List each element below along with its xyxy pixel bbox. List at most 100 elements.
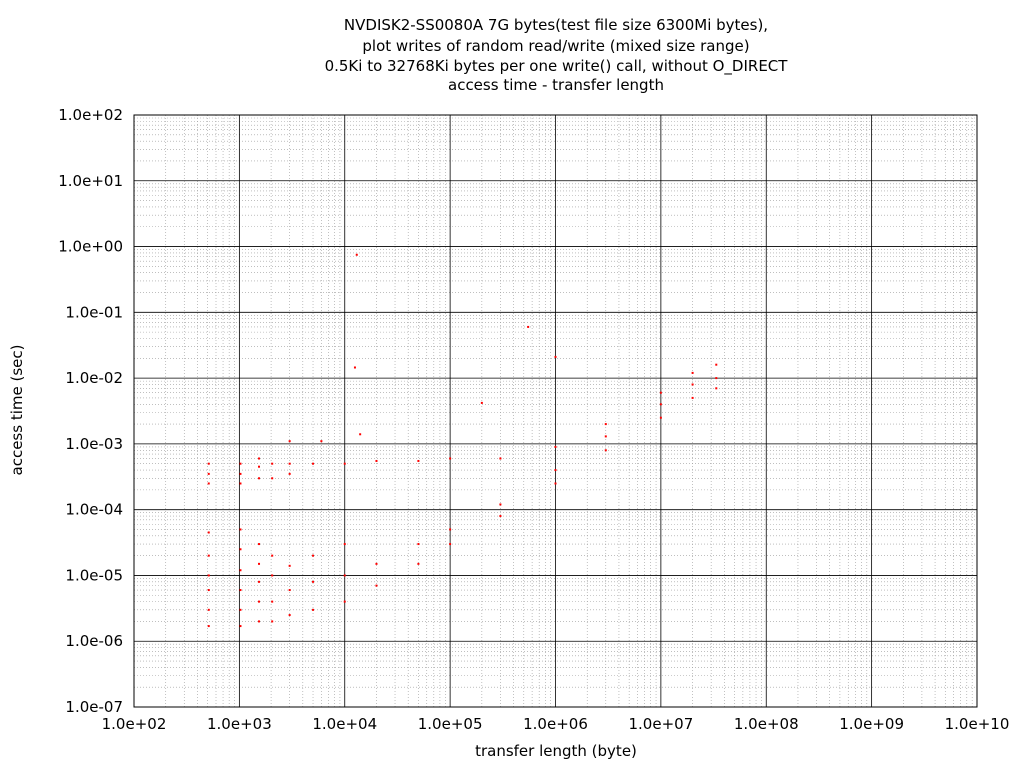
y-tick-label: 1.0e-05 bbox=[65, 566, 123, 584]
data-point bbox=[359, 433, 362, 436]
y-tick-label: 1.0e+01 bbox=[58, 172, 123, 190]
data-point bbox=[320, 440, 323, 443]
data-point bbox=[659, 391, 662, 394]
data-point bbox=[499, 457, 502, 460]
data-point bbox=[375, 584, 378, 587]
data-point bbox=[343, 574, 346, 577]
data-point bbox=[258, 562, 261, 565]
data-point bbox=[499, 515, 502, 518]
y-tick-labels: 1.0e+02 1.0e+01 1.0e+00 1.0e-01 1.0e-02 1.0e-… bbox=[58, 106, 123, 716]
title-line-1: NVDISK2-SS0080A 7G bytes(test file size … bbox=[344, 16, 768, 34]
chart-title: NVDISK2-SS0080A 7G bytes(test file size … bbox=[325, 16, 789, 94]
data-point bbox=[258, 580, 261, 583]
data-point bbox=[554, 469, 557, 472]
y-tick-label: 1.0e-03 bbox=[65, 435, 123, 453]
data-point bbox=[207, 482, 210, 485]
data-point bbox=[417, 459, 420, 462]
data-point bbox=[604, 435, 607, 438]
x-tick-label: 1.0e+03 bbox=[207, 715, 272, 733]
data-point bbox=[239, 462, 242, 465]
data-point bbox=[271, 574, 274, 577]
data-point bbox=[449, 457, 452, 460]
x-tick-label: 1.0e+07 bbox=[629, 715, 694, 733]
data-point bbox=[417, 543, 420, 546]
data-point bbox=[258, 543, 261, 546]
data-point bbox=[207, 462, 210, 465]
data-point bbox=[288, 589, 291, 592]
data-point bbox=[527, 325, 530, 328]
data-point bbox=[271, 477, 274, 480]
data-point bbox=[554, 445, 557, 448]
x-tick-label: 1.0e+09 bbox=[839, 715, 904, 733]
data-point bbox=[499, 503, 502, 506]
data-point bbox=[239, 482, 242, 485]
x-tick-label: 1.0e+10 bbox=[945, 715, 1010, 733]
data-point bbox=[355, 253, 358, 256]
data-point bbox=[271, 462, 274, 465]
data-point bbox=[288, 614, 291, 617]
data-point bbox=[375, 562, 378, 565]
y-tick-label: 1.0e-04 bbox=[65, 501, 123, 519]
data-point bbox=[288, 564, 291, 567]
data-point bbox=[353, 366, 356, 369]
data-point bbox=[271, 554, 274, 557]
data-point bbox=[239, 608, 242, 611]
data-point bbox=[207, 554, 210, 557]
data-point bbox=[417, 562, 420, 565]
data-point bbox=[239, 625, 242, 628]
data-point bbox=[449, 528, 452, 531]
data-point bbox=[659, 416, 662, 419]
data-point bbox=[449, 543, 452, 546]
data-point bbox=[207, 574, 210, 577]
data-point bbox=[554, 482, 557, 485]
data-point bbox=[271, 620, 274, 623]
data-point bbox=[207, 531, 210, 534]
data-point bbox=[207, 589, 210, 592]
x-tick-label: 1.0e+05 bbox=[418, 715, 483, 733]
plot-frame bbox=[133, 114, 978, 708]
data-point bbox=[691, 383, 694, 386]
data-point bbox=[691, 371, 694, 374]
data-point bbox=[239, 548, 242, 551]
data-point bbox=[258, 600, 261, 603]
minor-gridlines bbox=[134, 115, 977, 707]
data-point bbox=[207, 608, 210, 611]
data-point bbox=[312, 608, 315, 611]
data-point bbox=[239, 569, 242, 572]
data-point bbox=[239, 472, 242, 475]
y-tick-label: 1.0e-01 bbox=[65, 303, 123, 321]
data-point bbox=[343, 600, 346, 603]
data-point bbox=[691, 396, 694, 399]
data-point bbox=[343, 543, 346, 546]
data-point bbox=[239, 589, 242, 592]
data-point bbox=[604, 423, 607, 426]
major-gridlines bbox=[133, 114, 978, 708]
data-point bbox=[375, 459, 378, 462]
y-axis-label: access time (sec) bbox=[8, 345, 26, 476]
y-tick-label: 1.0e-07 bbox=[65, 698, 123, 716]
y-tick-label: 1.0e-06 bbox=[65, 632, 123, 650]
data-point bbox=[288, 440, 291, 443]
data-points bbox=[207, 253, 718, 628]
y-tick-label: 1.0e+02 bbox=[58, 106, 123, 124]
data-point bbox=[258, 477, 261, 480]
data-point bbox=[271, 600, 274, 603]
data-point bbox=[239, 528, 242, 531]
x-axis-label: transfer length (byte) bbox=[475, 742, 637, 760]
data-point bbox=[715, 377, 718, 380]
data-point bbox=[480, 401, 483, 404]
data-point bbox=[659, 403, 662, 406]
data-point bbox=[288, 472, 291, 475]
data-point bbox=[715, 387, 718, 390]
data-point bbox=[312, 554, 315, 557]
x-tick-label: 1.0e+02 bbox=[102, 715, 167, 733]
data-point bbox=[258, 465, 261, 468]
data-point bbox=[343, 462, 346, 465]
data-point bbox=[554, 355, 557, 358]
x-tick-label: 1.0e+06 bbox=[523, 715, 588, 733]
data-point bbox=[288, 462, 291, 465]
data-point bbox=[715, 363, 718, 366]
data-point bbox=[604, 449, 607, 452]
y-tick-label: 1.0e+00 bbox=[58, 238, 123, 256]
